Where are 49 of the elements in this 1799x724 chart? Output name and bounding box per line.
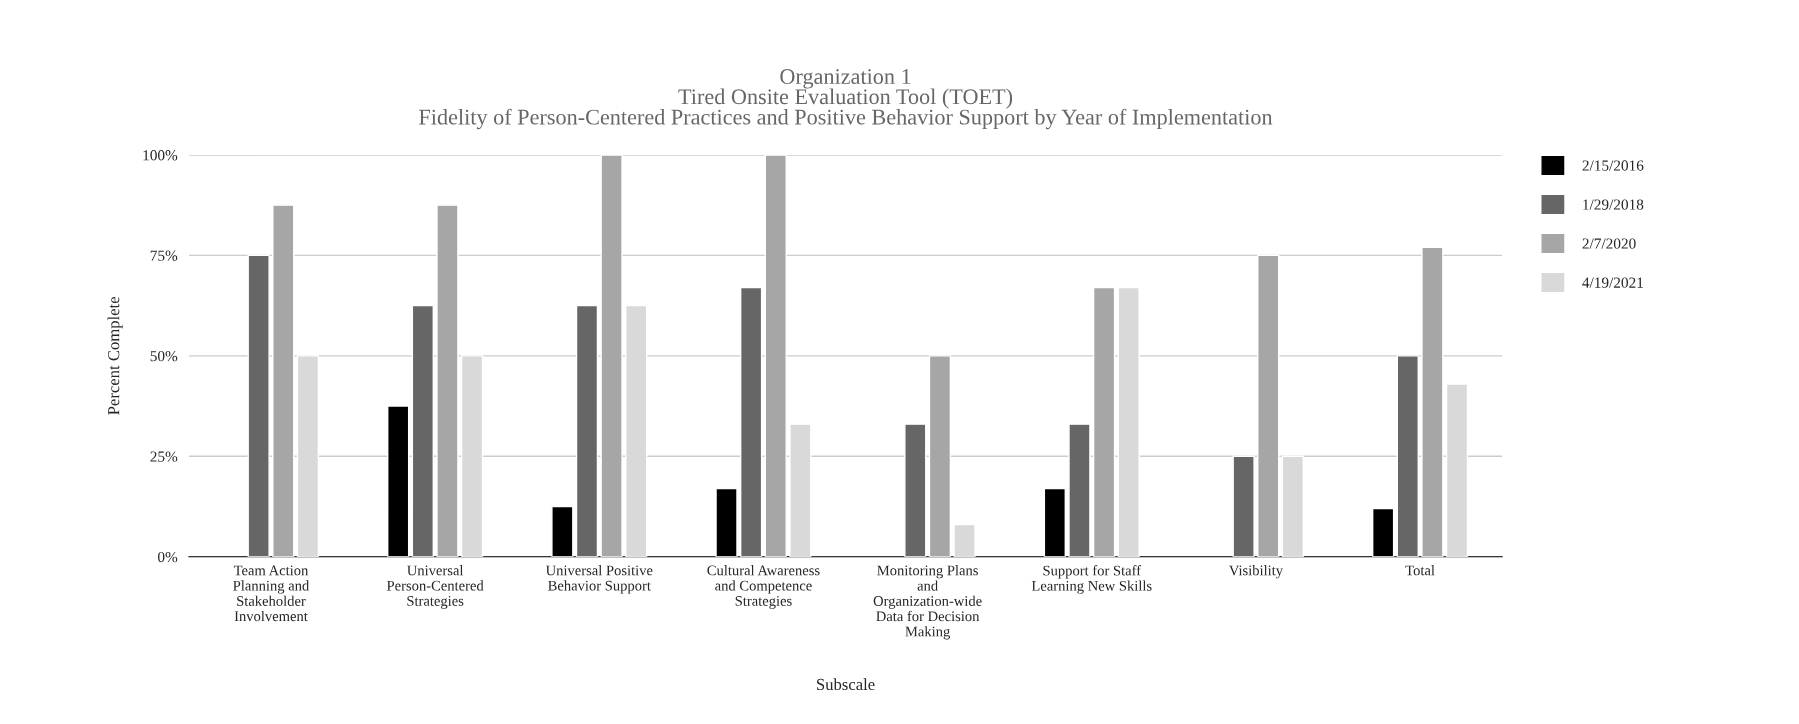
bar [436, 204, 459, 557]
x-tick-label: Total [1405, 565, 1435, 576]
bar [904, 423, 927, 557]
bar [1281, 455, 1305, 557]
bar [296, 355, 320, 557]
x-tick-label: Cultural Awareness and Competence Strategies [707, 565, 820, 609]
bar [1371, 507, 1395, 557]
bar [600, 154, 623, 557]
x-tick-label: Team Action Planning and Stakeholder Involvement [233, 565, 310, 622]
bar [551, 505, 574, 557]
chart-title: Organization 1 Tired Onsite Evaluation Tool (TOET) Fidelity of Person-Centered Practices and Positive Behavior Support by Year of Implementation [419, 69, 1273, 130]
legend-label: 2/15/2016 [1582, 160, 1644, 171]
y-tick-label: 0% [158, 551, 178, 563]
bar [739, 286, 763, 557]
bar [387, 405, 410, 557]
x-tick-label: Universal Person-Centered Strategies [386, 565, 484, 609]
y-axis-title: Percent Complete [107, 296, 123, 415]
bar [715, 487, 738, 557]
bar [272, 204, 295, 557]
x-tick-label: Support for Staff Learning New Skills [1031, 565, 1152, 594]
bar [625, 304, 648, 557]
bar [247, 254, 270, 557]
x-tick-label: Visibility [1228, 565, 1283, 579]
y-tick-label: 50% [150, 350, 178, 362]
bar [1445, 383, 1469, 557]
bar [1396, 355, 1419, 557]
bar [460, 355, 484, 557]
bar [789, 423, 812, 557]
x-axis-title: Subscale [817, 678, 875, 691]
bar [1068, 423, 1091, 557]
bar [928, 355, 952, 557]
y-tick-label: 25% [150, 451, 178, 462]
y-tick-label: 100% [143, 150, 178, 161]
bar [1117, 286, 1140, 557]
bar [1257, 254, 1280, 557]
bar [1232, 455, 1255, 557]
legend-label: 4/19/2021 [1582, 277, 1643, 288]
legend-label: 1/29/2018 [1583, 199, 1644, 210]
x-tick-label: Universal Positive Behavior Support [545, 565, 653, 594]
bar [1421, 246, 1444, 557]
bar [764, 154, 787, 557]
y-tick-label: 75% [150, 250, 178, 261]
bar [1092, 286, 1116, 557]
bar [575, 304, 599, 557]
legend-label: 2/7/2020 [1582, 238, 1636, 249]
bar [953, 523, 976, 557]
bar [411, 304, 434, 557]
x-tick-label: Monitoring Plans and Organization-wide Data for Decision Making [873, 565, 982, 640]
bar [1043, 487, 1066, 557]
